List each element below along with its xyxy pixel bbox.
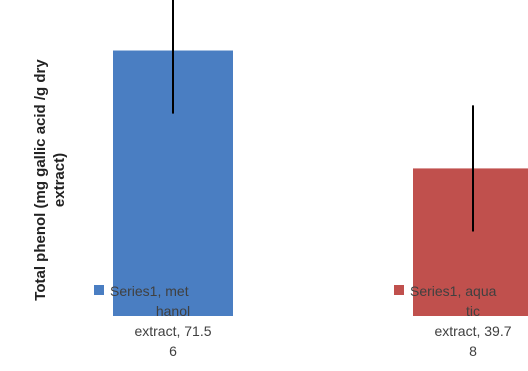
legend-key-1 xyxy=(94,285,104,295)
bar-2 xyxy=(413,168,528,316)
legend-key-2 xyxy=(394,285,404,295)
data-label-2-line-3: extract, 39.7 xyxy=(434,323,511,339)
data-label-1-line-3: extract, 71.5 xyxy=(134,323,211,339)
data-label-1-line-4: 6 xyxy=(169,343,177,359)
y-axis-label-line-2: extract) xyxy=(51,153,68,207)
data-label-2-line-2: tic xyxy=(466,303,480,319)
data-label-2-line-4: 8 xyxy=(469,343,477,359)
data-labels-layer: Series1, met hanol extract, 71.5 6 Series1, … xyxy=(94,283,512,359)
data-label-1-line-2: hanol xyxy=(156,303,190,319)
y-axis-label-line-1: Total phenol (mg gallic acid /g dry xyxy=(32,59,49,301)
data-label-2-line-1: Series1, aqua xyxy=(410,283,497,299)
bars-layer xyxy=(113,0,528,317)
y-axis-label: Total phenol (mg gallic acid /g dry extr… xyxy=(32,59,68,301)
data-label-1-line-1: Series1, met xyxy=(110,283,189,299)
